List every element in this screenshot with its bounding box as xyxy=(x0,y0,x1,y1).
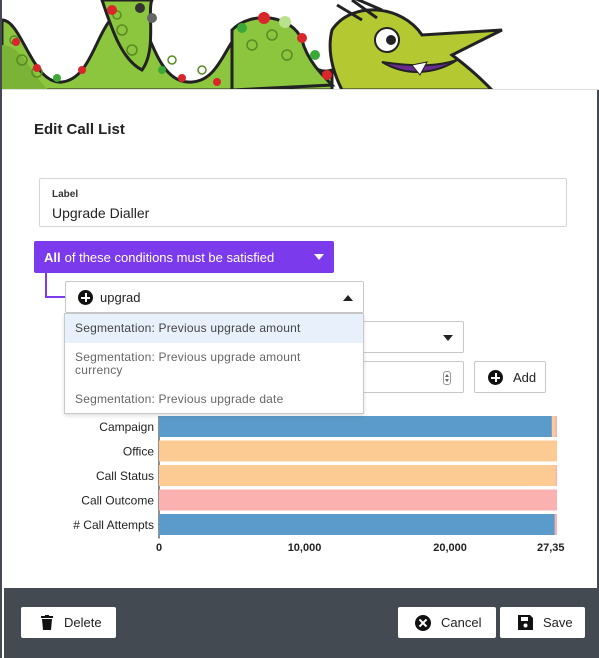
save-icon xyxy=(518,615,533,630)
dropdown-option-upgrade-amount[interactable]: Segmentation: Previous upgrade amount xyxy=(65,314,363,343)
save-button[interactable]: Save xyxy=(500,607,585,638)
dropdown-option-upgrade-date[interactable]: Segmentation: Previous upgrade date xyxy=(75,392,284,406)
chart-category-label: Office xyxy=(123,445,154,459)
chart-category-label: Call Status xyxy=(96,469,154,483)
chart-x-tick-label: 20,000 xyxy=(433,542,467,554)
delete-button-label: Delete xyxy=(64,615,102,630)
label-field[interactable]: Label Upgrade Dialler xyxy=(39,178,567,227)
chart-bar-segment xyxy=(159,489,557,511)
condition-value-input[interactable] xyxy=(357,361,464,393)
chart-category-labels: Campaign Office Call Status Call Outcome # C… xyxy=(73,420,154,532)
caret-up-icon[interactable] xyxy=(343,295,353,301)
add-condition-button[interactable]: Add xyxy=(474,361,546,393)
number-spinner-icon[interactable] xyxy=(443,371,451,385)
chart-category-label: Campaign xyxy=(99,420,154,434)
condition-field-search-text[interactable]: upgrad xyxy=(100,290,141,305)
delete-button[interactable]: Delete xyxy=(21,607,116,638)
field-options-dropdown: Segmentation: Previous upgrade amount Se… xyxy=(64,313,364,414)
conditions-suffix: of these conditions must be satisfied xyxy=(64,249,275,265)
condition-connector-line xyxy=(45,273,65,298)
conditions-quantifier: All xyxy=(44,249,61,265)
dragon-banner xyxy=(2,0,599,90)
chart-category-label: Call Outcome xyxy=(81,494,154,508)
dropdown-option-line-1: Segmentation: Previous upgrade amount xyxy=(75,350,301,364)
dragon-illustration xyxy=(2,0,503,89)
caret-down-icon xyxy=(443,335,453,341)
cancel-button[interactable]: Cancel xyxy=(398,607,496,638)
field-distribution-chart: Campaign Office Call Status Call Outcome # C… xyxy=(73,416,565,554)
modal-title: Edit Call List xyxy=(34,121,125,138)
chart-x-tick-label: 0 xyxy=(156,542,162,554)
chart-bar-segment xyxy=(159,416,552,437)
plus-circle-icon xyxy=(78,290,93,305)
chart-category-label: # Call Attempts xyxy=(73,518,154,532)
label-input-value[interactable]: Upgrade Dialler xyxy=(52,205,150,221)
modal-footer: Delete Cancel Save xyxy=(4,588,599,658)
conditions-mode-dropdown[interactable]: All of these conditions must be satisfie… xyxy=(34,241,334,273)
chart-bar-segment xyxy=(159,465,556,486)
chart-bar-segment xyxy=(551,416,555,437)
chart-bar-segment xyxy=(159,514,555,535)
chart-bar-segment xyxy=(555,465,557,486)
close-circle-icon xyxy=(415,615,431,631)
cancel-button-label: Cancel xyxy=(441,615,482,630)
chart-bar-segment xyxy=(554,416,557,437)
dropdown-option-line-2: currency xyxy=(75,363,123,377)
condition-field-select[interactable]: upgrad xyxy=(65,281,364,313)
plus-circle-icon xyxy=(488,370,503,385)
chart-x-tick-labels: 0 10,000 20,000 27,35 xyxy=(156,542,565,554)
caret-down-icon xyxy=(314,254,324,260)
condition-operator-select[interactable] xyxy=(357,321,464,353)
chart-bar-segment xyxy=(159,440,557,462)
chart-x-tick-label: 10,000 xyxy=(288,542,322,554)
label-caption: Label xyxy=(52,189,79,200)
trash-icon xyxy=(41,615,53,630)
add-button-label: Add xyxy=(513,370,537,385)
dropdown-option-upgrade-amount-currency[interactable]: Segmentation: Previous upgrade amount cu… xyxy=(65,351,363,377)
chart-bar-segment xyxy=(554,514,557,535)
chart-x-tick-label: 27,35 xyxy=(537,542,565,554)
save-button-label: Save xyxy=(543,615,573,630)
chart-bars xyxy=(159,416,557,535)
